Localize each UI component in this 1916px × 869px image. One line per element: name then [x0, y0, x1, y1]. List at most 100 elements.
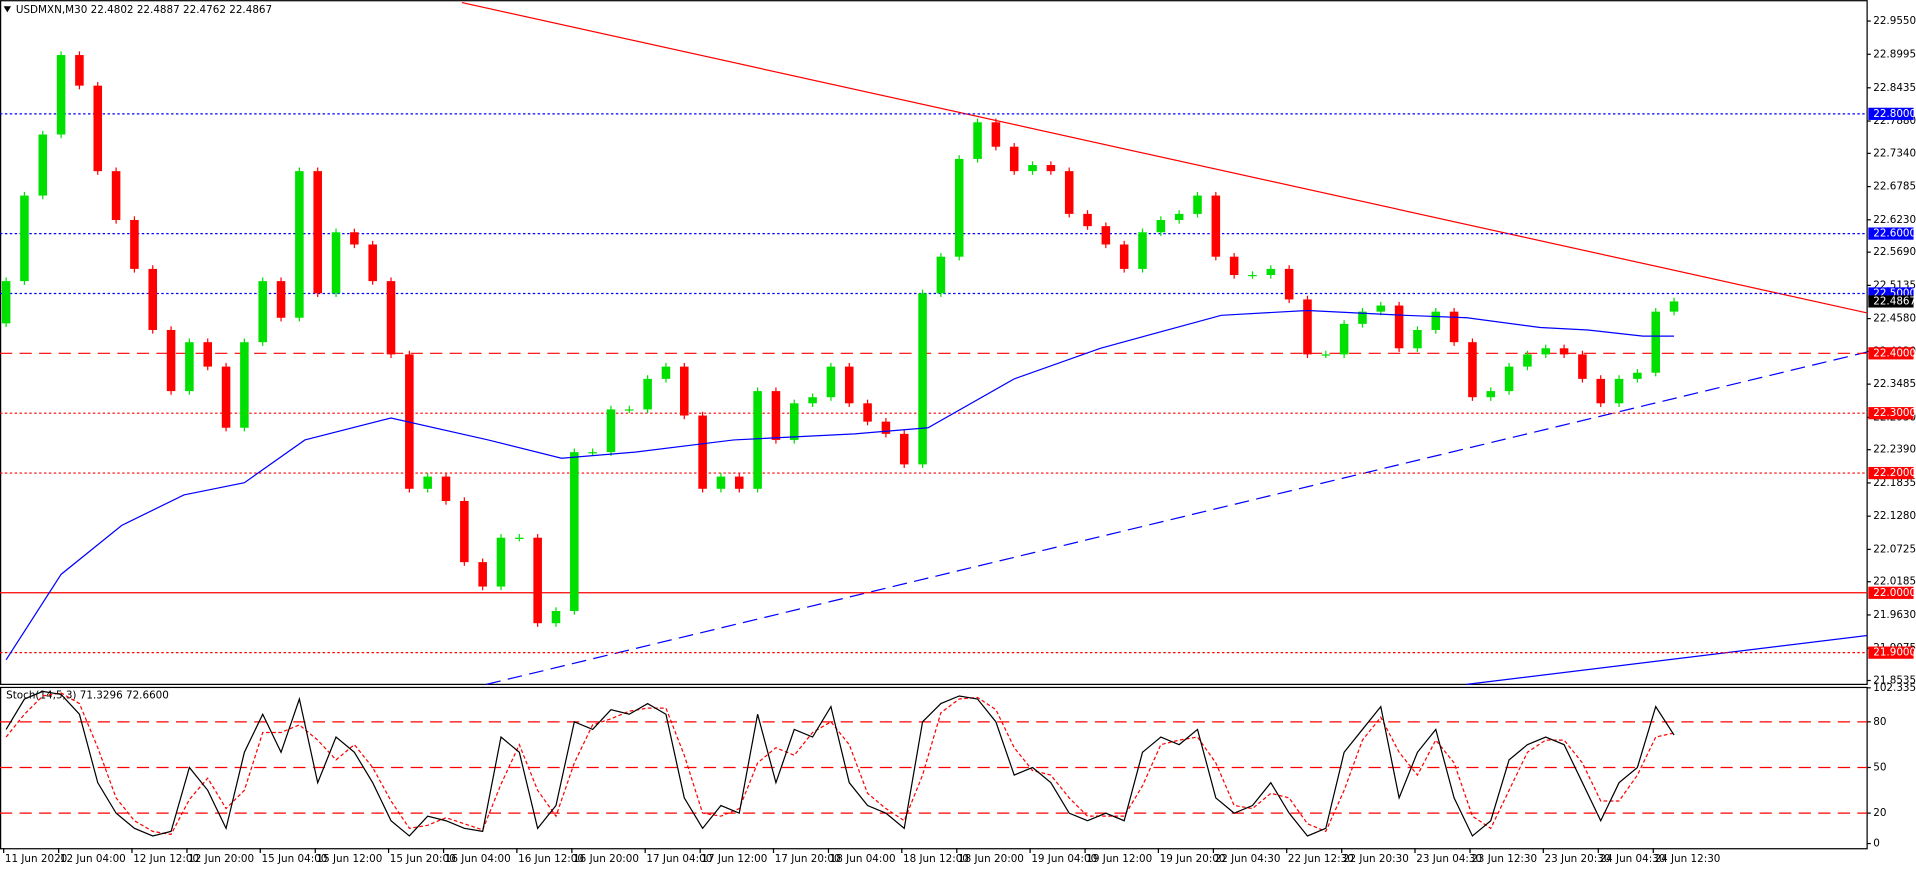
- x-tick-label: 23 Jun 20:30: [1545, 853, 1611, 865]
- candle: [368, 244, 377, 282]
- level-label-box: [1868, 407, 1914, 420]
- x-tick-label: 12 Jun 20:00: [188, 853, 254, 865]
- trendline: [461, 1, 1868, 314]
- level-label-box: [1868, 227, 1914, 240]
- candle: [1523, 354, 1532, 367]
- level-label: 21.9000: [1873, 647, 1916, 659]
- x-tick-label: 22 Jun 20:30: [1343, 853, 1409, 865]
- y-tick-label: 50: [1873, 761, 1886, 773]
- candle: [240, 342, 249, 428]
- candle: [1229, 256, 1239, 276]
- candle: [258, 281, 267, 343]
- x-tick-label: 16 Jun 04:00: [445, 853, 511, 865]
- y-tick-label: 80: [1873, 716, 1886, 728]
- y-tick-label: 21.8535: [1873, 674, 1916, 686]
- candle: [1138, 232, 1147, 269]
- candle: [1303, 299, 1312, 355]
- level-label-box: [1868, 466, 1914, 480]
- y-tick-label: 0: [1873, 838, 1880, 850]
- candle: [1211, 195, 1221, 257]
- y-tick-label: 22.3485: [1873, 378, 1916, 390]
- candle: [185, 342, 194, 392]
- x-tick-label: 11 Jun 2020: [5, 853, 67, 865]
- candle: [661, 366, 671, 379]
- y-tick-label: 22.7340: [1873, 147, 1916, 159]
- candle: [753, 391, 762, 489]
- y-tick-label: 22.1280: [1873, 510, 1916, 522]
- candle: [111, 171, 121, 220]
- trendline: [1466, 634, 1868, 685]
- candle: [38, 134, 48, 196]
- level-label: 22.2000: [1873, 467, 1916, 479]
- candle: [1358, 311, 1367, 324]
- x-tick-label: 16 Jun 20:00: [573, 853, 639, 865]
- candle: [93, 85, 103, 172]
- candle: [1614, 378, 1624, 404]
- y-tick-label: 22.1835: [1873, 477, 1916, 489]
- candle: [991, 122, 1001, 147]
- x-tick-label: 23 Jun 04:30: [1416, 853, 1482, 865]
- level-label: 22.4000: [1873, 347, 1916, 359]
- y-tick-label: 22.5690: [1873, 246, 1916, 258]
- candle: [1156, 219, 1166, 233]
- x-tick-label: 23 Jun 12:30: [1471, 853, 1537, 865]
- candle: [478, 562, 487, 587]
- x-tick-label: 15 Jun 12:00: [316, 853, 382, 865]
- candle: [570, 452, 579, 611]
- price-label-box: [1868, 295, 1914, 308]
- candle: [1669, 301, 1679, 312]
- stoch-title: Stoch(14,5,3) 71.3296 72.6600: [6, 689, 169, 701]
- candle: [734, 476, 744, 489]
- candle: [515, 537, 524, 539]
- candle: [148, 268, 158, 330]
- x-tick-label: 15 Jun 20:00: [390, 853, 456, 865]
- candle: [203, 342, 213, 367]
- candle: [1248, 275, 1257, 277]
- x-tick-label: 16 Jun 12:00: [518, 853, 584, 865]
- candle: [1376, 305, 1386, 312]
- candle: [20, 195, 29, 282]
- menu-arrow[interactable]: [3, 6, 11, 13]
- level-label: 22.6000: [1873, 228, 1916, 240]
- moving-average: [5, 309, 1675, 661]
- y-tick-label: 22.0185: [1873, 576, 1916, 588]
- trendline: [486, 351, 1868, 685]
- candle: [899, 433, 909, 465]
- candle: [75, 55, 84, 86]
- level-label: 22.3000: [1873, 407, 1916, 419]
- level-label-box: [1868, 586, 1914, 599]
- candle: [1559, 348, 1569, 355]
- y-tick-label: 22.7880: [1873, 115, 1916, 127]
- candle: [1101, 226, 1111, 245]
- candle: [496, 537, 506, 587]
- stoch-signal: [5, 692, 1675, 836]
- candle: [533, 537, 542, 624]
- x-tick-label: 22 Jun 12:30: [1288, 853, 1354, 865]
- candle: [56, 55, 66, 135]
- candle: [625, 409, 634, 411]
- y-tick-label: 22.6230: [1873, 214, 1916, 226]
- candle: [1284, 268, 1294, 300]
- candle: [460, 501, 469, 563]
- candle: [1651, 311, 1661, 373]
- x-tick-label: 19 Jun 04:00: [1031, 853, 1097, 865]
- candle: [771, 391, 781, 440]
- candle: [1028, 165, 1037, 172]
- candle: [1633, 372, 1642, 379]
- candle: [276, 281, 286, 318]
- candle: [1431, 311, 1441, 330]
- level-label: 22.0000: [1873, 587, 1916, 599]
- candle: [166, 329, 176, 392]
- level-label: 22.8000: [1873, 108, 1916, 120]
- y-tick-label: 102.3351: [1873, 682, 1916, 694]
- candle: [936, 256, 946, 294]
- stoch-main: [5, 690, 1675, 837]
- x-tick-label: 15 Jun 04:00: [261, 853, 327, 865]
- x-tick-label: 17 Jun 04:00: [646, 853, 712, 865]
- candle: [881, 421, 891, 434]
- y-tick-label: 22.2390: [1873, 444, 1916, 456]
- candle: [1009, 146, 1019, 172]
- candle: [441, 476, 451, 502]
- chart-title: USDMXN,M30 22.4802 22.4887 22.4762 22.48…: [16, 4, 272, 16]
